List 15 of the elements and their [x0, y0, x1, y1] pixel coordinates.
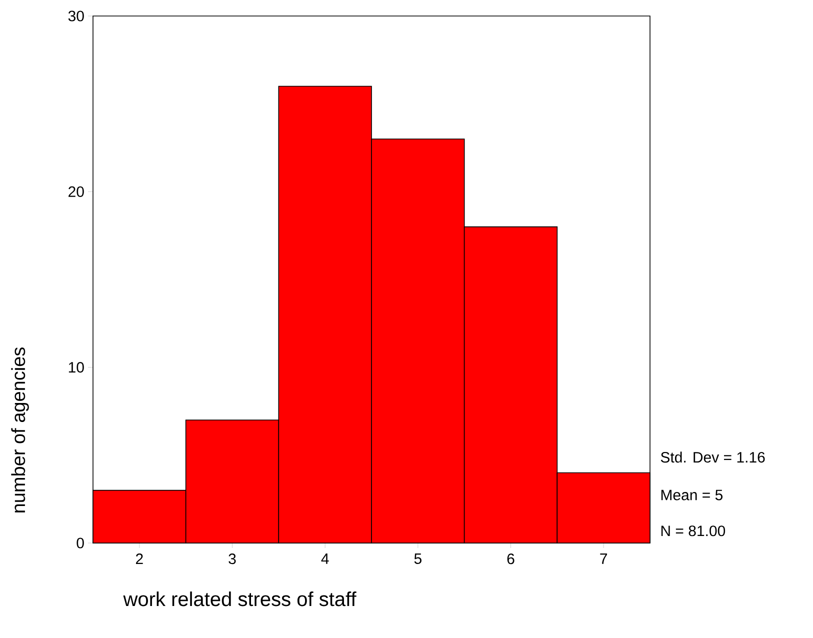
x-axis-title: work related stress of staff — [123, 592, 356, 606]
text: Mean = 5 — [661, 490, 723, 500]
x-tick-label: 7 — [600, 554, 608, 564]
x-tick-label: 2 — [136, 554, 143, 564]
y-axis-title: number of agencies — [11, 348, 29, 512]
x-tick-label: 5 — [414, 554, 422, 564]
x-tick-label: 3 — [228, 554, 236, 564]
text: Std. Dev = 1.16 — [660, 452, 765, 463]
x-tick-label: 6 — [507, 554, 514, 564]
x-tick-label: 4 — [321, 554, 329, 564]
text: N = 81.00 — [661, 526, 726, 536]
y-tick-label: 0 — [76, 538, 84, 548]
y-tick-label: 20 — [68, 186, 84, 197]
y-tick-label: 30 — [68, 10, 84, 22]
y-tick-label: 10 — [68, 362, 84, 373]
